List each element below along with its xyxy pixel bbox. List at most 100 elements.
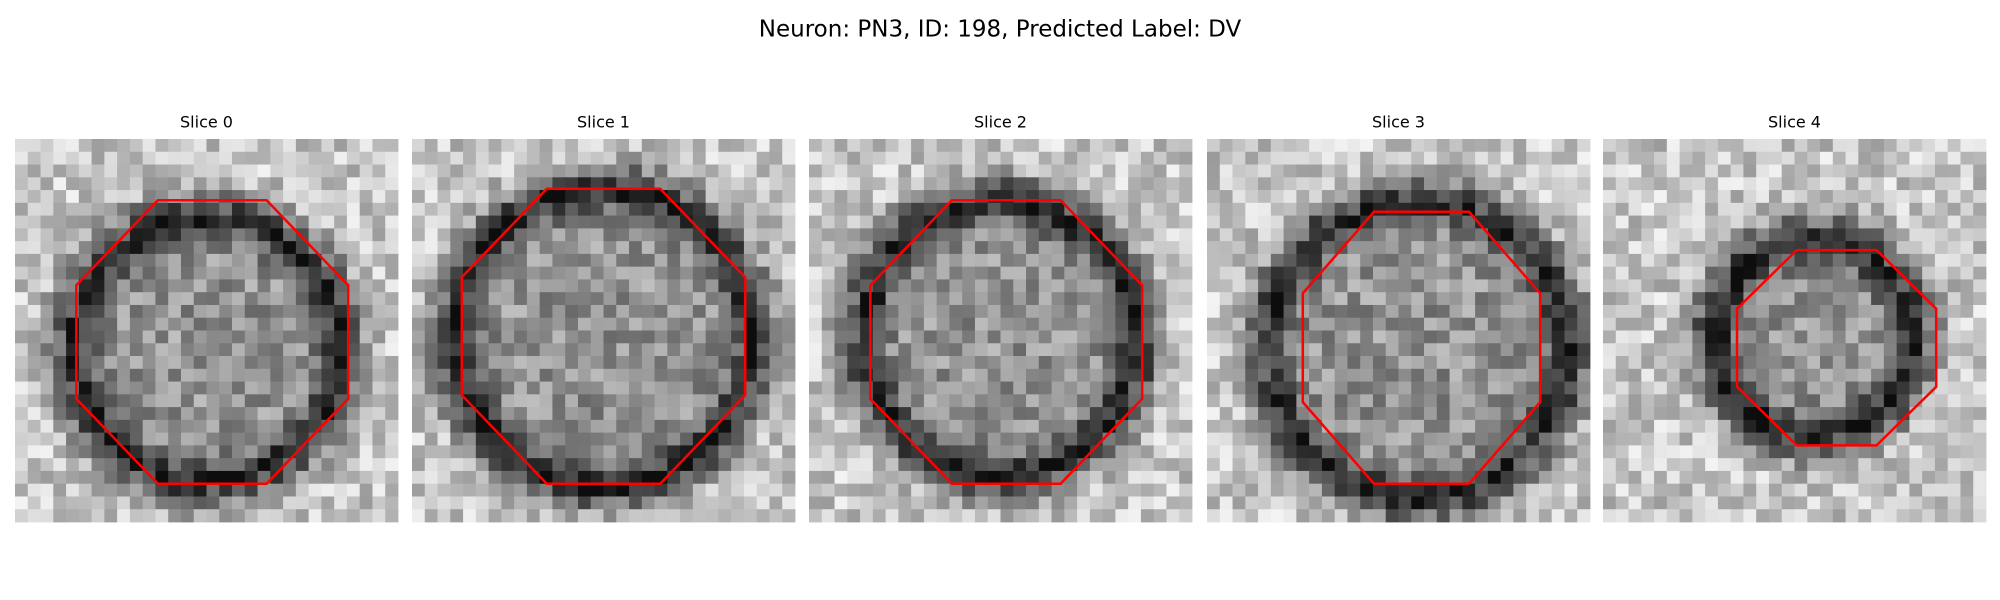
pixel [1781,419,1795,434]
pixel [1179,241,1193,255]
pixel [1424,496,1438,510]
pixel [834,458,848,472]
pixel [667,253,681,268]
pixel [692,419,707,434]
pixel [885,292,899,306]
pixel [987,496,1001,510]
contour [869,199,1144,485]
pixel [78,458,92,472]
pixel [346,381,361,395]
pixel [1424,266,1438,280]
pixel [270,356,284,370]
pixel [117,432,131,446]
pixel [412,177,426,191]
pixel [244,330,258,344]
pixel [1603,253,1617,268]
pixel [1679,304,1693,319]
pixel [501,407,515,421]
pixel [1551,164,1565,178]
pixel [1013,483,1027,497]
pixel [1526,317,1540,331]
pixel [1128,164,1142,178]
pixel [1845,330,1859,344]
pixel [1115,266,1129,280]
pixel [1845,202,1859,216]
pixel [1385,241,1399,255]
pixel [346,483,361,497]
pixel [359,279,373,293]
pixel [731,241,745,255]
pixel [1654,483,1668,497]
pixel [1449,343,1463,357]
pixel [1232,266,1246,280]
pixel [1947,381,1961,395]
pixel [168,368,182,382]
pixel [1692,483,1706,497]
pixel [654,177,668,191]
pixel [1140,151,1155,165]
pixel [437,151,451,165]
pixel [501,330,515,344]
pixel [385,407,399,421]
pixel [782,496,796,510]
pixel [1628,215,1642,229]
pixel [1232,177,1246,191]
pixel [1947,470,1961,485]
pixel [1232,330,1246,344]
pixel [1717,407,1732,421]
pixel [78,317,92,331]
pixel [1258,139,1272,153]
pixel [1334,496,1348,510]
pixel [936,458,950,472]
pixel [372,139,386,153]
pixel [168,292,182,306]
pixel [385,458,399,472]
pixel [1538,432,1553,446]
pixel [334,317,348,331]
pixel [1449,419,1463,434]
pixel [1730,253,1744,268]
pixel [1922,292,1936,306]
pixel [1296,407,1310,421]
pixel [15,317,29,331]
pixel [654,356,668,370]
pixel [1820,381,1834,395]
pixel [270,177,284,191]
pixel [641,292,655,306]
pixel [552,190,566,204]
pixel [718,241,732,255]
pixel [1845,215,1859,229]
pixel [1551,394,1565,408]
pixel [1730,228,1744,242]
pixel [501,190,515,204]
pixel [244,419,258,434]
pixel [40,432,54,446]
pixel [1692,164,1706,178]
pixel [463,330,477,344]
pixel [1051,356,1065,370]
pixel [1013,279,1027,293]
pixel [1013,241,1027,255]
pixel [590,279,604,293]
pixel [1013,470,1027,485]
pixel [104,190,118,204]
pixel [78,368,92,382]
pixel [104,330,118,344]
pixel [1692,151,1706,165]
pixel [372,445,386,459]
pixel [821,407,835,421]
pixel [1538,509,1553,523]
pixel [1258,317,1272,331]
pixel [962,304,976,319]
pixel [1051,151,1065,165]
pixel [1871,279,1885,293]
pixel [1871,343,1885,357]
pixel [1922,228,1936,242]
pixel [450,151,464,165]
pixel [53,228,67,242]
pixel [27,419,41,434]
pixel [1064,445,1078,459]
pixel [1475,139,1489,153]
pixel [526,228,541,242]
pixel [244,483,258,497]
